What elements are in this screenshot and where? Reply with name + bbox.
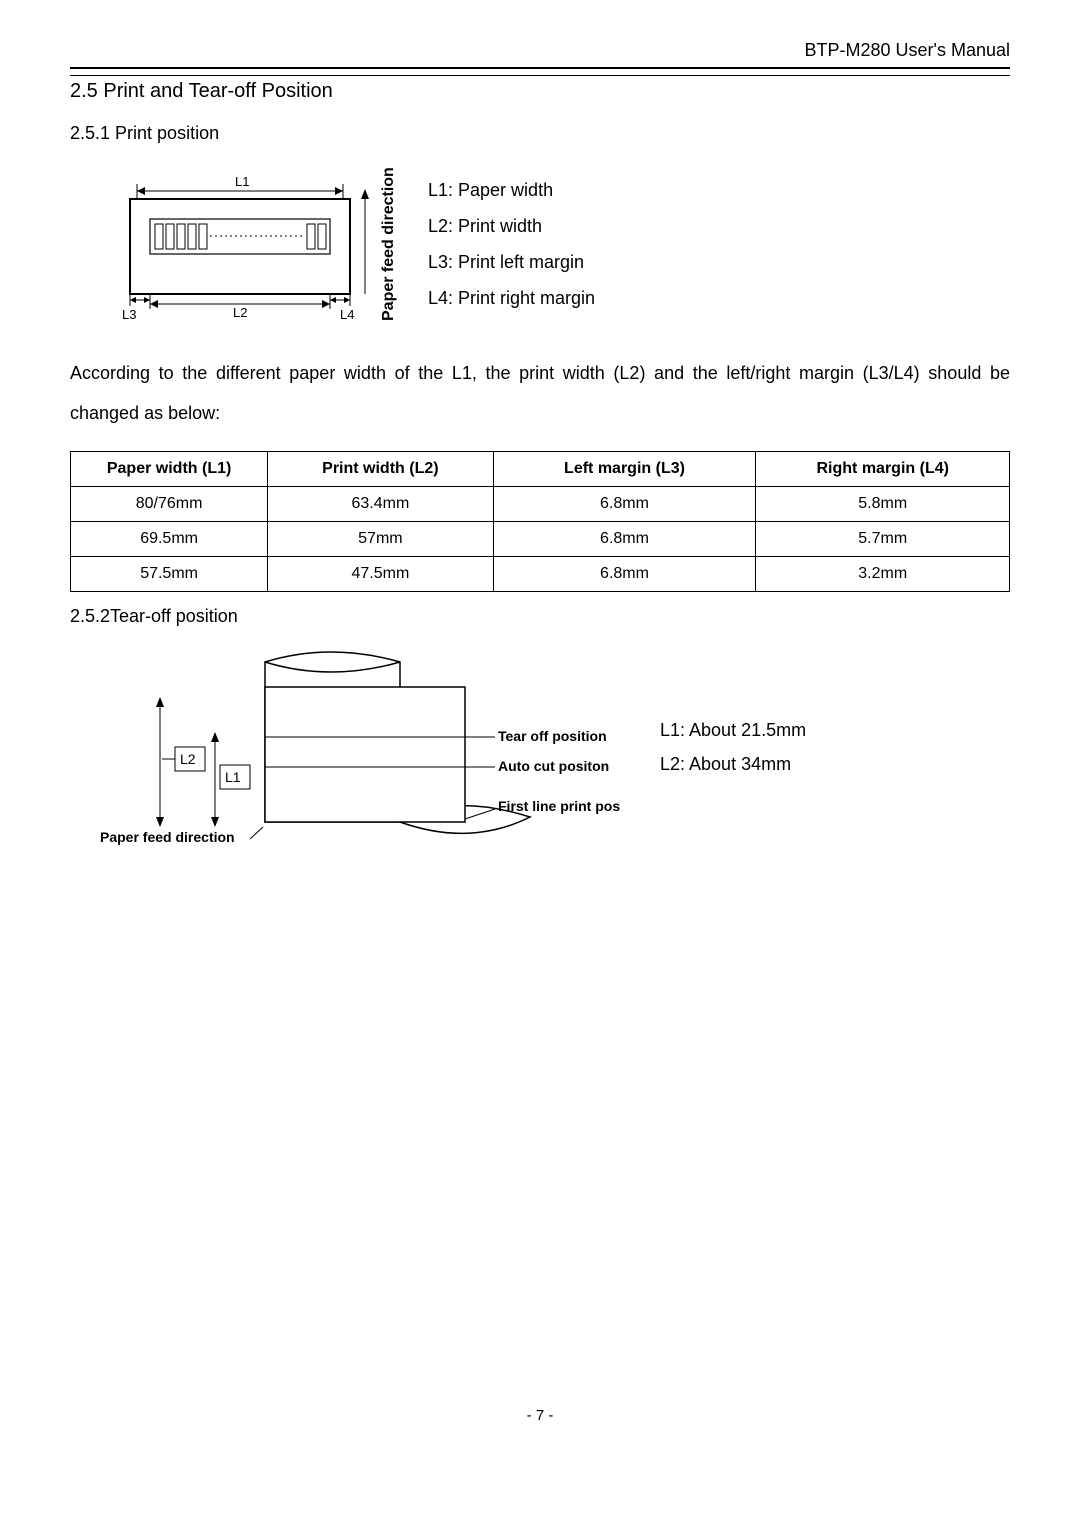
legend-l3: L3: Print left margin (428, 244, 595, 280)
tearoff-diagram: L2 L1 Tear off position Auto cut positon… (100, 647, 620, 847)
figure-print-position: L1 L2 L3 L4 Paper feed direction (110, 164, 1010, 324)
first-line-label: First line print position (498, 798, 620, 814)
legend2-l2: L2: About 34mm (660, 747, 806, 781)
fig2-l2: L2 (180, 751, 196, 767)
cell: 3.2mm (756, 557, 1010, 592)
feed-direction-label-2: Paper feed direction (100, 829, 235, 845)
legend-l4: L4: Print right margin (428, 280, 595, 316)
cell: 47.5mm (268, 557, 493, 592)
print-position-diagram: L1 L2 L3 L4 (110, 164, 370, 324)
table-body: 80/76mm 63.4mm 6.8mm 5.8mm 69.5mm 57mm 6… (71, 487, 1010, 592)
table-row: 80/76mm 63.4mm 6.8mm 5.8mm (71, 487, 1010, 522)
paper-feed-direction-label: Paper feed direction (380, 164, 398, 324)
th-print-width: Print width (L2) (268, 452, 493, 487)
table-header-row: Paper width (L1) Print width (L2) Left m… (71, 452, 1010, 487)
cell: 57.5mm (71, 557, 268, 592)
fig2-l1: L1 (225, 769, 241, 785)
table-row: 57.5mm 47.5mm 6.8mm 3.2mm (71, 557, 1010, 592)
margin-table: Paper width (L1) Print width (L2) Left m… (70, 451, 1010, 592)
cell: 80/76mm (71, 487, 268, 522)
th-paper-width: Paper width (L1) (71, 452, 268, 487)
auto-cut-label: Auto cut positon (498, 758, 609, 774)
fig1-l1: L1 (235, 174, 249, 189)
page-number: - 7 - (70, 1407, 1010, 1424)
cell: 69.5mm (71, 522, 268, 557)
fig1-l4: L4 (340, 307, 354, 322)
tear-off-label: Tear off position (498, 728, 607, 744)
manual-header: BTP-M280 User's Manual (70, 40, 1010, 69)
cell: 57mm (268, 522, 493, 557)
th-left-margin: Left margin (L3) (493, 452, 756, 487)
cell: 5.7mm (756, 522, 1010, 557)
subsection-print-position: 2.5.1 Print position (70, 123, 1010, 144)
legend-l2: L2: Print width (428, 208, 595, 244)
section-title: 2.5 Print and Tear-off Position (70, 75, 1010, 103)
paragraph: According to the different paper width o… (70, 354, 1010, 433)
fig1-l3: L3 (122, 307, 136, 322)
legend-l1: L1: Paper width (428, 172, 595, 208)
subsection-tearoff-position: 2.5.2Tear-off position (70, 606, 1010, 627)
cell: 6.8mm (493, 487, 756, 522)
th-right-margin: Right margin (L4) (756, 452, 1010, 487)
cell: 5.8mm (756, 487, 1010, 522)
table-row: 69.5mm 57mm 6.8mm 5.7mm (71, 522, 1010, 557)
figure1-legend: L1: Paper width L2: Print width L3: Prin… (428, 172, 595, 316)
cell: 6.8mm (493, 522, 756, 557)
figure1-svg-wrap: L1 L2 L3 L4 Paper feed direction (110, 164, 398, 324)
fig1-l2: L2 (233, 305, 247, 320)
cell: 6.8mm (493, 557, 756, 592)
cell: 63.4mm (268, 487, 493, 522)
figure-tearoff-position: L2 L1 Tear off position Auto cut positon… (100, 647, 1010, 847)
figure2-legend: L1: About 21.5mm L2: About 34mm (660, 713, 806, 781)
legend2-l1: L1: About 21.5mm (660, 713, 806, 747)
